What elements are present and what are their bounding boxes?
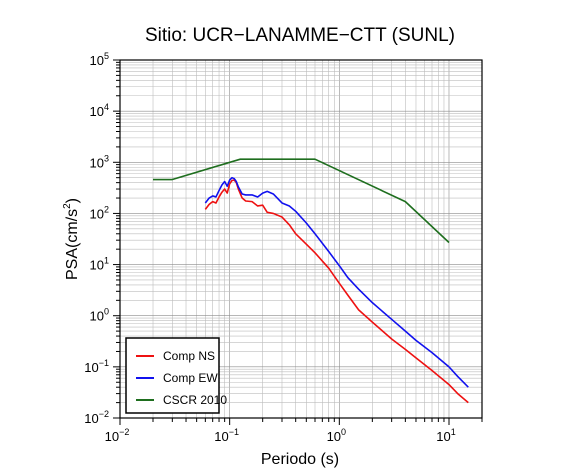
y-axis-label-exponent: 2: [62, 203, 73, 209]
y-tick-label-base: 10: [90, 104, 104, 119]
x-tick-label-base: 10: [214, 429, 228, 444]
legend-items: Comp NS Comp EW CSCR 2010: [136, 349, 227, 407]
y-tick-label: 10−2: [84, 409, 109, 426]
y-tick-label: 100: [90, 307, 109, 324]
x-axis-label: Periodo (s): [261, 451, 339, 468]
legend: Comp NS Comp EW CSCR 2010: [125, 337, 227, 414]
y-tick-label-exponent: 1: [104, 256, 109, 266]
y-tick-label-exponent: 0: [104, 307, 109, 317]
y-tick-label-exponent: −1: [99, 358, 109, 368]
legend-label: Comp NS: [163, 349, 215, 363]
y-tick-label-base: 10: [90, 309, 104, 324]
y-tick-label-base: 10: [84, 411, 98, 426]
y-tick-label: 10−1: [84, 358, 109, 375]
plot-frame: [119, 59, 483, 419]
y-tick-label-exponent: −2: [99, 409, 109, 419]
x-tick-label: 101: [436, 427, 455, 444]
y-tick-label-exponent: 5: [104, 51, 109, 61]
y-tick-label-exponent: 4: [104, 102, 109, 112]
y-tick-label-base: 10: [90, 258, 104, 273]
y-tick-label: 101: [90, 256, 109, 273]
legend-label: CSCR 2010: [163, 393, 227, 407]
x-tick-labels: 10−2 10−1 100 101: [105, 427, 456, 444]
chart-title: Sitio: UCR−LANAMME−CTT (SUNL): [145, 25, 455, 46]
y-tick-label-base: 10: [90, 155, 104, 170]
y-tick-label-exponent: 3: [104, 153, 109, 163]
y-axis-label-close: ): [64, 198, 81, 203]
y-tick-label: 103: [90, 153, 109, 170]
x-tick-label-base: 10: [436, 429, 450, 444]
y-tick-label-exponent: 2: [104, 204, 109, 214]
x-tick-label: 100: [327, 427, 346, 444]
x-tick-label-exponent: −1: [229, 427, 239, 437]
y-tick-label-base: 10: [84, 360, 98, 375]
ticks: [113, 59, 483, 425]
y-tick-label: 104: [90, 102, 109, 119]
y-axis-label-base: PSA(cm/s: [64, 209, 81, 280]
x-tick-label-exponent: 0: [341, 427, 346, 437]
y-axis-label: PSA(cm/s2): [62, 198, 81, 280]
x-tick-label-exponent: 1: [451, 427, 456, 437]
series-line-3: [153, 158, 450, 244]
y-tick-label: 105: [90, 51, 109, 68]
series-line-1: [204, 179, 469, 404]
series-line-2: [204, 176, 469, 388]
x-tick-label: 10−2: [105, 427, 130, 444]
legend-label: Comp EW: [163, 371, 218, 385]
x-tick-label: 10−1: [214, 427, 239, 444]
y-tick-label-base: 10: [90, 206, 104, 221]
x-tick-label-base: 10: [327, 429, 341, 444]
y-tick-label-base: 10: [90, 53, 104, 68]
series-layer: [153, 158, 469, 404]
x-tick-label-exponent: −2: [119, 427, 129, 437]
y-tick-label: 102: [90, 204, 109, 221]
x-tick-label-base: 10: [105, 429, 119, 444]
